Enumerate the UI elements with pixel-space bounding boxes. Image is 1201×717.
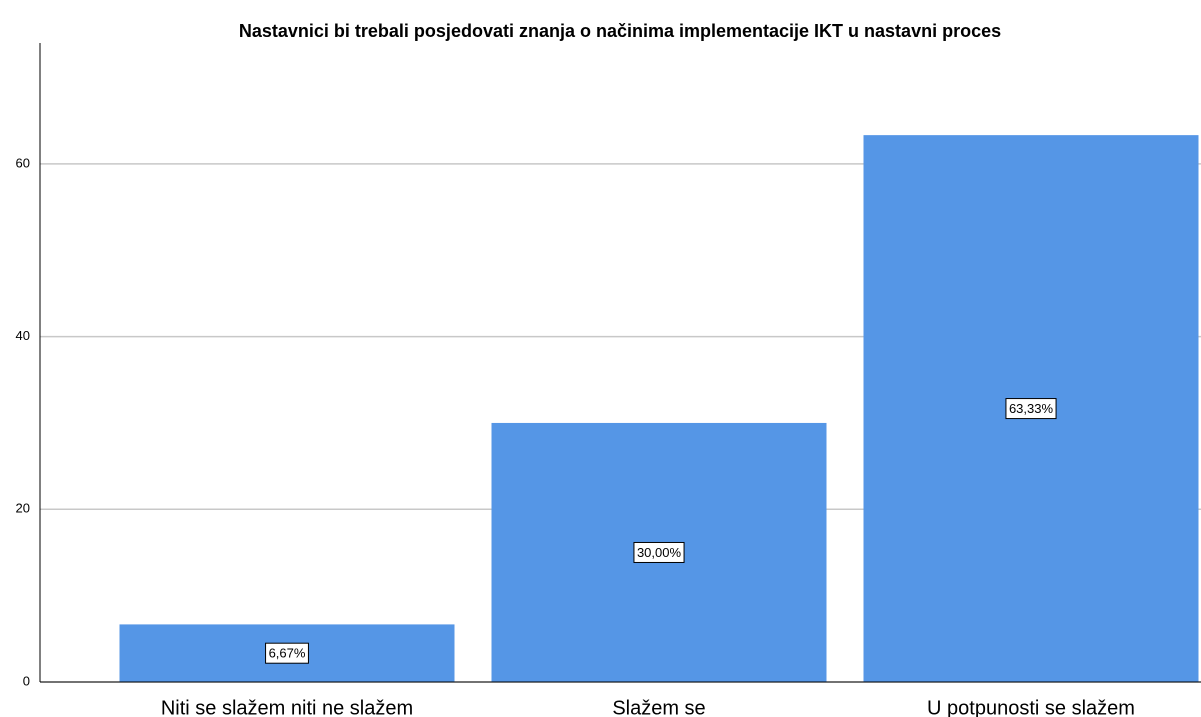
value-label: 6,67% xyxy=(269,646,306,661)
value-label: 63,33% xyxy=(1009,401,1054,416)
value-label-box xyxy=(633,541,685,563)
y-tick-label: 40 xyxy=(16,328,30,343)
x-tick-label: Slažem se xyxy=(612,697,705,717)
y-tick-label: 20 xyxy=(16,501,30,516)
value-label: 30,00% xyxy=(637,545,682,560)
y-tick-label: 0 xyxy=(23,673,30,688)
value-label-box xyxy=(265,642,309,664)
value-label-box xyxy=(1005,398,1057,420)
x-tick-label: Niti se slažem niti ne slažem xyxy=(161,697,413,717)
y-tick-label: 60 xyxy=(16,155,30,170)
chart-title: Nastavnici bi trebali posjedovati znanja… xyxy=(239,21,1001,41)
x-tick-label: U potpunosti se slažem xyxy=(927,697,1135,717)
